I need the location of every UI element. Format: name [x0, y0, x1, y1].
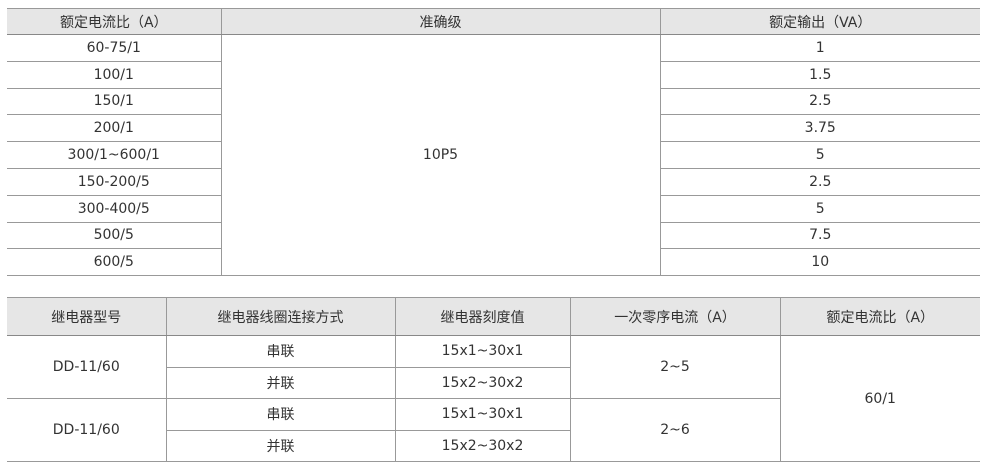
- table-row: 100/1 1.5: [7, 61, 980, 89]
- cell-connection: 并联: [165, 430, 395, 462]
- table-row: 并联 15x2~30x2: [7, 367, 980, 399]
- cell-output: 2.5: [659, 88, 980, 116]
- cell-output: 2.5: [659, 168, 980, 196]
- cell-output: 3.75: [659, 114, 980, 143]
- cell-output: 10: [659, 248, 980, 277]
- cell-output: 5: [659, 141, 980, 169]
- table-header-row: 继电器型号 继电器线圈连接方式 继电器刻度值 一次零序电流（A） 额定电流比（A…: [7, 297, 980, 336]
- cell-ratio: 500/5: [7, 222, 221, 250]
- cell-connection: 串联: [165, 335, 395, 368]
- cell-output: 1: [659, 34, 980, 62]
- header-relay-model: 继电器型号: [7, 297, 166, 336]
- cell-ratio: 150-200/5: [7, 168, 221, 196]
- header-rated-output: 额定输出（VA）: [659, 8, 980, 35]
- header-rated-ratio: 额定电流比（A）: [7, 8, 221, 35]
- cell-scale: 15x1~30x1: [394, 335, 570, 368]
- header-scale-value: 继电器刻度值: [394, 297, 570, 336]
- table-row: 60-75/1 10P5 1: [7, 34, 980, 277]
- ct-ratio-table: 额定电流比（A） 准确级 额定输出（VA） 60-75/1 10P5 1 100/1 1…: [7, 8, 980, 277]
- cell-output: 7.5: [659, 222, 980, 250]
- cell-scale: 15x2~30x2: [394, 430, 570, 462]
- cell-ratio: 300-400/5: [7, 195, 221, 223]
- table-row: 600/5 10: [7, 248, 980, 277]
- cell-ratio: 300/1~600/1: [7, 141, 221, 169]
- table-row: 300/1~600/1 5: [7, 141, 980, 169]
- cell-rated-ratio: 60/1: [779, 335, 980, 462]
- header-coil-connection: 继电器线圈连接方式: [165, 297, 395, 336]
- cell-scale: 15x2~30x2: [394, 367, 570, 399]
- cell-output: 5: [659, 195, 980, 223]
- cell-connection: 并联: [165, 367, 395, 399]
- table-row: 150/1 2.5: [7, 88, 980, 116]
- cell-model: DD-11/60: [7, 398, 166, 462]
- table-row: DD-11/60 串联 15x1~30x1 2~6: [7, 398, 980, 462]
- cell-output: 1.5: [659, 61, 980, 89]
- cell-ratio: 200/1: [7, 114, 221, 143]
- header-rated-ratio: 额定电流比（A）: [779, 297, 980, 336]
- header-zero-seq-current: 一次零序电流（A）: [569, 297, 780, 336]
- cell-ratio: 150/1: [7, 88, 221, 116]
- table-row: 300-400/5 5: [7, 195, 980, 223]
- cell-accuracy: 10P5: [220, 34, 660, 277]
- table-row: 200/1 3.75: [7, 114, 980, 143]
- cell-scale: 15x1~30x1: [394, 398, 570, 431]
- table-row: 并联 15x2~30x2: [7, 430, 980, 462]
- cell-ratio: 100/1: [7, 61, 221, 89]
- cell-connection: 串联: [165, 398, 395, 431]
- cell-ratio: 600/5: [7, 248, 221, 277]
- table-row: 500/5 7.5: [7, 222, 980, 250]
- cell-model: DD-11/60: [7, 335, 166, 399]
- header-accuracy: 准确级: [220, 8, 660, 35]
- table-row: DD-11/60 串联 15x1~30x1 2~5 60/1: [7, 335, 980, 462]
- cell-ratio: 60-75/1: [7, 34, 221, 62]
- relay-table: 继电器型号 继电器线圈连接方式 继电器刻度值 一次零序电流（A） 额定电流比（A…: [7, 297, 980, 462]
- table-header-row: 额定电流比（A） 准确级 额定输出（VA）: [7, 8, 980, 35]
- cell-current: 2~5: [569, 335, 780, 399]
- table-row: 150-200/5 2.5: [7, 168, 980, 196]
- cell-current: 2~6: [569, 398, 780, 462]
